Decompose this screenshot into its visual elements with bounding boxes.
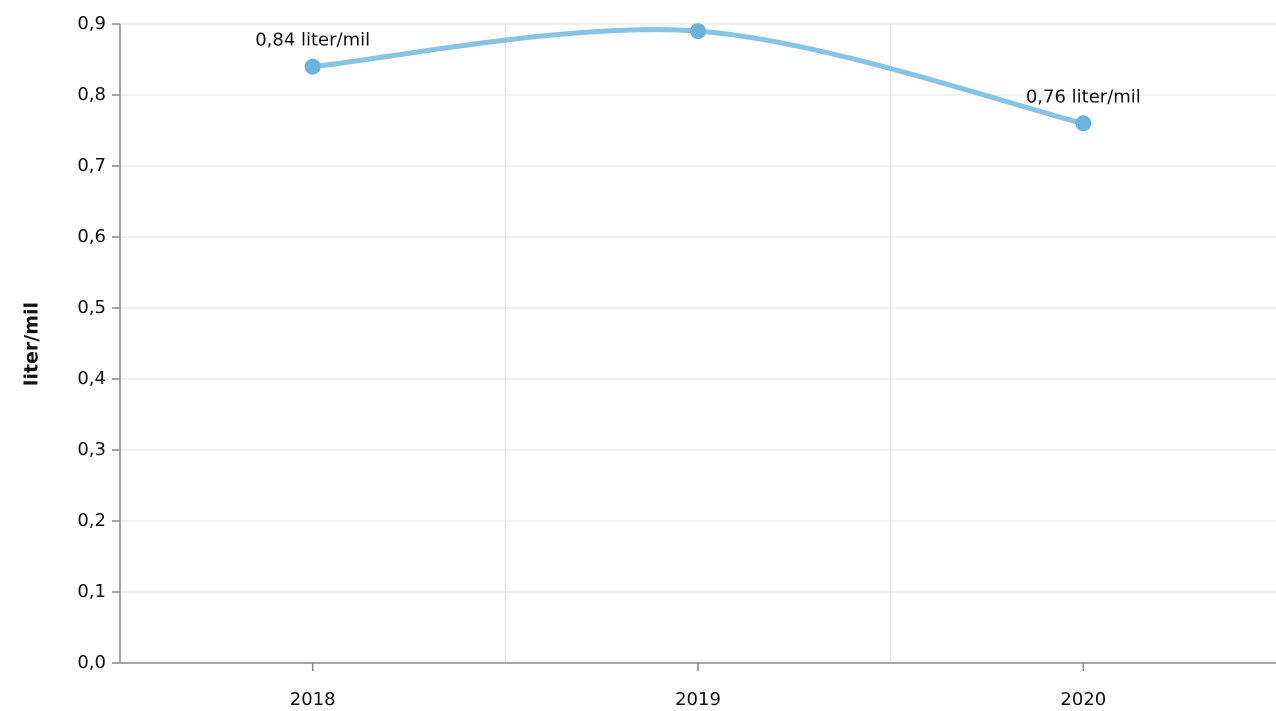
y-tick-label: 0,3 [77,439,106,460]
y-axis-label: liter/mil [21,302,43,386]
x-tick-label: 2018 [290,689,336,710]
x-tick-label: 2019 [675,689,721,710]
y-tick-label: 0,6 [77,226,106,247]
line [310,27,1086,126]
y-tick-label: 0,1 [77,581,106,602]
y-tick-label: 0,0 [77,652,106,673]
marker [1075,115,1092,132]
x-tick-label: 2020 [1060,689,1106,710]
marker [304,58,321,75]
y-tick-label: 0,4 [77,368,106,389]
y-tick-label: 0,7 [77,155,106,176]
y-tick-label: 0,2 [77,510,106,531]
y-tick-label: 0,9 [77,13,106,34]
y-tick-label: 0,5 [77,297,106,318]
marker [690,23,706,40]
y-tick-label: 0,8 [77,84,106,105]
data-label: 0,76 liter/mil [1026,86,1141,107]
data-label: 0,84 liter/mil [255,30,370,51]
